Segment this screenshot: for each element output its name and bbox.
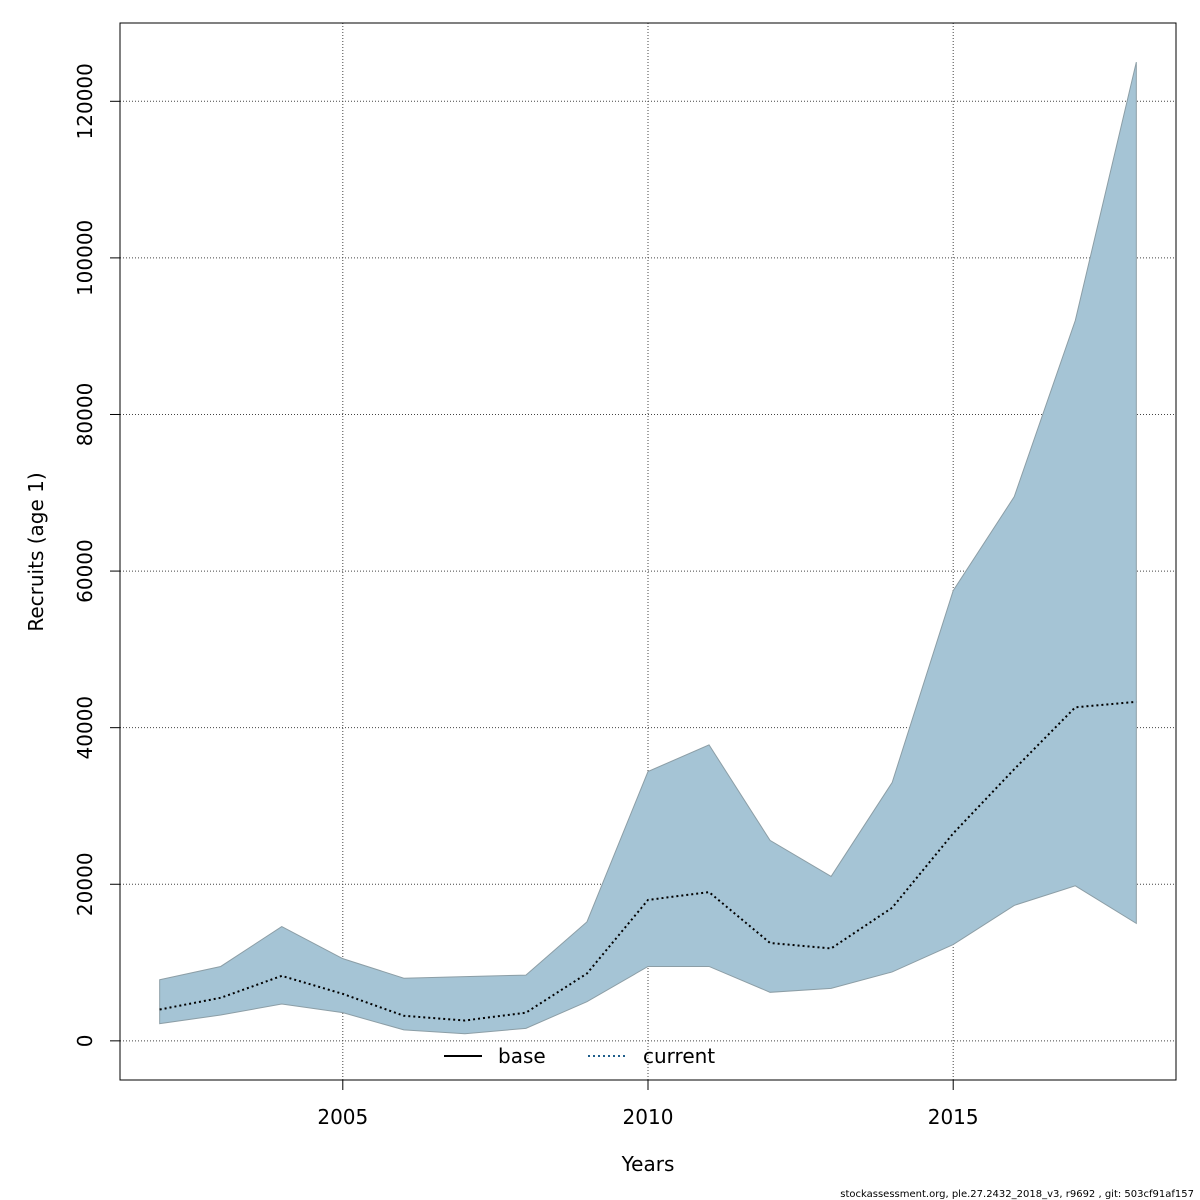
x-tick-label-2015: 2015 [928, 1105, 979, 1129]
x-tick-label-2005: 2005 [317, 1105, 368, 1129]
legend-base-label: base [498, 1044, 546, 1068]
y-tick-label-0: 0 [73, 1034, 97, 1047]
footer-credit: stockassessment.org, ple.27.2432_2018_v3… [840, 1189, 1194, 1200]
x-tick-label-2010: 2010 [623, 1105, 674, 1129]
axes: 2005 2010 2015 0 20000 40000 60000 80000 100000 1… [73, 22, 1177, 1129]
y-tick-label-60000: 60000 [73, 539, 97, 603]
confidence-band [159, 62, 1137, 1035]
legend-current-label: current [643, 1044, 715, 1068]
y-tick-label-20000: 20000 [73, 852, 97, 916]
legend: base current [444, 1044, 715, 1068]
y-tick-label-120000: 120000 [73, 63, 97, 139]
y-tick-label-40000: 40000 [73, 696, 97, 760]
y-tick-label-100000: 100000 [73, 220, 97, 296]
series-lines [159, 700, 1137, 1022]
confidence-band-area [159, 62, 1137, 1035]
x-axis-title: Years [621, 1152, 675, 1176]
y-tick-label-80000: 80000 [73, 383, 97, 447]
series-current-line [159, 700, 1137, 1022]
y-axis-title: Recruits (age 1) [24, 472, 48, 631]
